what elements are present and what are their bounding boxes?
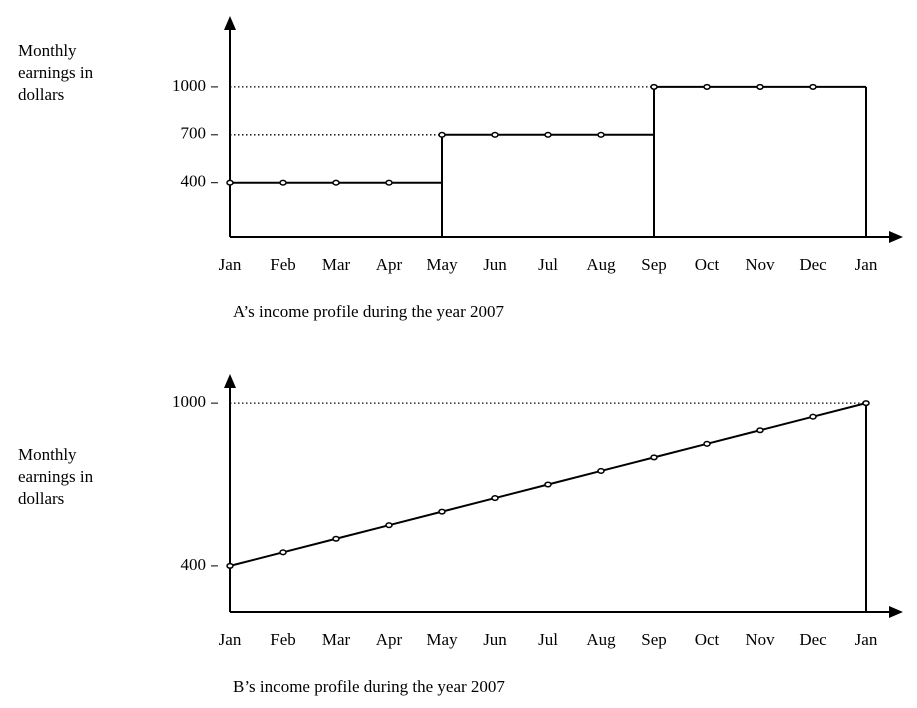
- x-tick-label: Dec: [799, 255, 827, 274]
- data-point: [438, 131, 446, 138]
- caption: A’s income profile during the year 2007: [233, 302, 504, 321]
- data-point: [544, 481, 552, 488]
- x-tick-label: Aug: [586, 255, 616, 274]
- x-tick-label: Nov: [745, 255, 775, 274]
- data-point: [544, 131, 552, 138]
- data-point: [332, 179, 340, 186]
- x-tick-label: May: [426, 255, 458, 274]
- x-tick-label: Sep: [641, 255, 667, 274]
- x-axis-arrow: [889, 606, 903, 618]
- x-tick-label: Feb: [270, 630, 296, 649]
- x-tick-label: Apr: [376, 255, 403, 274]
- data-point: [385, 179, 393, 186]
- y-axis-label: Monthly earnings in dollars: [18, 445, 94, 508]
- data-point: [279, 549, 287, 556]
- data-point: [756, 427, 764, 434]
- x-tick-label: Feb: [270, 255, 296, 274]
- x-tick-label: Mar: [322, 630, 351, 649]
- x-tick-label: Jan: [219, 630, 242, 649]
- y-tick-label: 1000: [172, 392, 206, 411]
- x-tick-label: Jan: [855, 255, 878, 274]
- x-tick-label: Aug: [586, 630, 616, 649]
- data-point: [756, 83, 764, 90]
- x-tick-label: Jan: [855, 630, 878, 649]
- data-point: [226, 562, 234, 569]
- data-point: [332, 535, 340, 542]
- x-tick-label: Sep: [641, 630, 667, 649]
- data-point: [597, 131, 605, 138]
- x-tick-label: Oct: [695, 255, 720, 274]
- data-point: [491, 131, 499, 138]
- data-point: [650, 83, 658, 90]
- y-axis-label: Monthly earnings in dollars: [18, 41, 94, 104]
- x-tick-label: Mar: [322, 255, 351, 274]
- y-tick-label: 400: [181, 172, 207, 191]
- x-tick-label: Jun: [483, 630, 507, 649]
- x-axis-arrow: [889, 231, 903, 243]
- data-point: [703, 440, 711, 447]
- y-axis-arrow: [224, 374, 236, 388]
- x-tick-label: Jun: [483, 255, 507, 274]
- y-tick-label: 700: [181, 124, 207, 143]
- x-tick-label: Nov: [745, 630, 775, 649]
- x-tick-label: Jul: [538, 255, 558, 274]
- data-point: [862, 400, 870, 407]
- data-point: [597, 467, 605, 474]
- caption: B’s income profile during the year 2007: [233, 677, 505, 696]
- data-point: [279, 179, 287, 186]
- data-point: [385, 522, 393, 529]
- data-point: [809, 413, 817, 420]
- data-point: [650, 454, 658, 461]
- x-tick-label: Jul: [538, 630, 558, 649]
- x-tick-label: Apr: [376, 630, 403, 649]
- x-tick-label: Dec: [799, 630, 827, 649]
- data-point: [703, 83, 711, 90]
- y-tick-label: 400: [181, 555, 207, 574]
- data-point: [226, 179, 234, 186]
- data-point: [809, 83, 817, 90]
- data-point: [491, 495, 499, 502]
- x-tick-label: Oct: [695, 630, 720, 649]
- y-axis-arrow: [224, 16, 236, 30]
- x-tick-label: Jan: [219, 255, 242, 274]
- data-point: [438, 508, 446, 515]
- x-tick-label: May: [426, 630, 458, 649]
- y-tick-label: 1000: [172, 76, 206, 95]
